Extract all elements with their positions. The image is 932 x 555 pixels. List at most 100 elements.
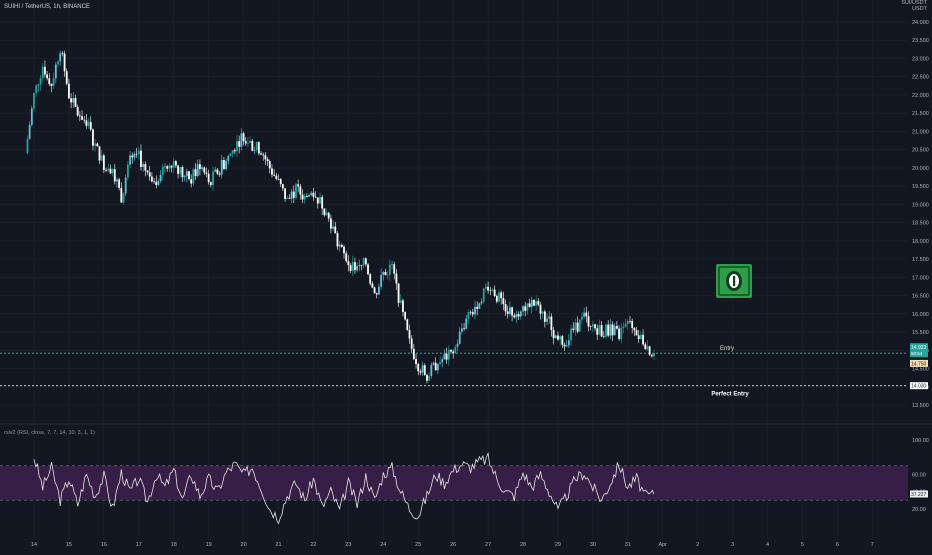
candle-body [489,290,492,292]
candle-body [364,258,367,265]
candle-body [498,292,500,302]
dollar-bill-border [718,266,750,296]
candle-body [109,168,112,174]
candle-body [323,208,326,216]
candle-body [539,304,542,314]
candle-body [105,169,107,171]
candle-body [175,161,177,166]
candle-body [223,159,225,170]
rsi-badge [910,490,928,498]
candle-body [428,376,431,381]
candle-body [28,124,31,139]
price-badge-label: 14.030 [911,384,927,390]
candle-body [83,119,86,121]
candle-body [129,155,131,165]
time-tick-label: 28 [520,542,526,548]
candle-body [168,165,171,169]
candle-body [648,346,651,355]
candle-body [161,166,164,175]
candle-body [142,164,145,167]
candle-body [397,283,400,303]
indicator-legend[interactable]: rsiv2 (RSI, close, 7, 7, 14, 10, 3, 1, 1… [4,430,95,436]
rsi-line [33,452,655,525]
candle-body [275,175,278,179]
time-tick-label: 23 [345,542,351,548]
candle-body [343,246,345,254]
candle-body [439,362,441,365]
candle-body [543,311,546,322]
candle-body [303,195,306,200]
candle-body [155,181,158,185]
candle-body [144,164,147,171]
candle-body [179,167,182,174]
candle-body [535,301,538,306]
candle-body [330,218,332,229]
entry-label: Entry [720,346,734,352]
price-tick-label: 18.000 [912,239,929,245]
candle-body [157,181,160,185]
candle-body [349,265,352,271]
time-tick-label: 26 [450,542,456,548]
rsi-badge-label: 37.227 [911,492,927,498]
candle-body [338,244,341,247]
candle-body [203,167,206,173]
candle-body [26,138,29,154]
candle-body [408,330,411,339]
time-axis[interactable]: 14 15 16 17 18 19 20 21 22 23 24 25 26 27 28 29 30 31 Apr 2… [31,542,874,548]
candle-body [650,354,653,357]
candle-body [255,142,258,151]
candle-body [122,193,125,203]
candle-body [305,195,308,197]
candle-body [166,166,169,169]
candle-body [417,364,420,372]
candle-body [533,299,535,306]
candle-body [218,173,221,175]
candle-body [426,374,428,381]
candle-body [227,156,230,161]
time-tick-label: 15 [66,542,72,548]
candle-body [436,364,439,371]
price-tick-label: 23.500 [912,38,929,44]
candle-body [172,161,175,168]
candle-body [369,274,372,284]
candle-body [308,195,310,197]
candle-body [447,349,450,360]
candle-body [146,170,149,173]
candle-body [292,191,295,198]
price-tick-label: 14.500 [912,367,929,373]
candle-body [266,159,269,162]
candle-body [260,153,262,155]
candle-body [591,324,594,327]
symbol-legend[interactable]: SUIHI / TetherUS, 1h, BINANCE [4,4,90,10]
time-tick-label: 5 [801,542,804,548]
candle-body [319,196,321,204]
candle-body [511,307,514,316]
candle-body [284,188,286,199]
candle-body [72,98,75,103]
candle-body [92,129,94,146]
candle-body [268,161,271,169]
candle-body [526,303,529,311]
candle-body [653,353,655,357]
candle-body [399,300,402,303]
candle-body [576,322,579,332]
price-tick-label: 20.000 [912,166,929,172]
candle-body [615,325,618,329]
candle-body [297,184,300,187]
candle-body [194,169,197,176]
candle-body [225,160,228,170]
candle-body [231,150,234,154]
candle-body [325,212,328,216]
price-axis[interactable]: 24.000 23.500 23.000 22.500 22.000 21.500 21.0… [910,20,929,409]
candle-body [52,78,55,86]
candle-body [522,306,524,312]
candle-body [386,274,389,276]
candle-body [100,155,103,161]
price-tick-label: 16.500 [912,294,929,300]
candle-body [212,171,214,186]
time-tick-label: 7 [871,542,874,548]
candle-body [410,338,413,349]
